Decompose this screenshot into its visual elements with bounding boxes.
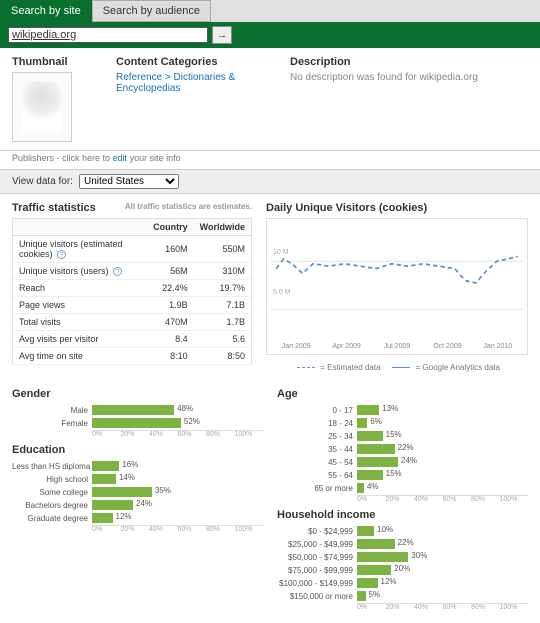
- bar-row: $100,000 - $149,99912%: [277, 577, 528, 589]
- chart-legend: = Estimated data = Google Analytics data: [266, 361, 528, 374]
- traffic-stats-table: Country Worldwide Unique visitors (estim…: [12, 218, 252, 365]
- daily-visitors-chart: 10 M 5.0 M Jan 2009Apr 2009Jul 2009Oct 2…: [266, 218, 528, 355]
- education-title: Education: [12, 444, 263, 456]
- education-chart: Less than HS diploma16%High school14%Som…: [12, 460, 263, 533]
- bar-row: $0 - $24,99910%: [277, 525, 528, 537]
- bar-row: Bachelors degree24%: [12, 499, 263, 511]
- bar-row: 25 - 3415%: [277, 430, 528, 442]
- table-row: Unique visitors (estimated cookies) ?160…: [13, 236, 252, 263]
- thumbnail-image: [12, 72, 72, 142]
- help-icon[interactable]: ?: [113, 267, 122, 276]
- traffic-stats-title: Traffic statistics All traffic statistic…: [12, 202, 252, 214]
- table-row: Avg visits per visitor 8.45.6: [13, 331, 252, 348]
- search-bar: →: [0, 22, 540, 48]
- bar-row: 65 or more4%: [277, 482, 528, 494]
- income-title: Household income: [277, 509, 528, 521]
- table-row: Reach 22.4%19.7%: [13, 280, 252, 297]
- view-data-bar: View data for: United States: [0, 169, 540, 194]
- description-heading: Description: [290, 56, 528, 68]
- daily-visitors-title: Daily Unique Visitors (cookies): [266, 202, 528, 214]
- income-chart: $0 - $24,99910%$25,000 - $49,99922%$50,0…: [277, 525, 528, 611]
- gender-title: Gender: [12, 388, 263, 400]
- bar-row: 45 - 5424%: [277, 456, 528, 468]
- bar-row: $150,000 or more5%: [277, 590, 528, 602]
- tab-search-site[interactable]: Search by site: [0, 0, 92, 22]
- table-row: Unique visitors (users) ?56M310M: [13, 263, 252, 280]
- bar-row: Some college35%: [12, 486, 263, 498]
- search-go-button[interactable]: →: [212, 26, 232, 44]
- tab-bar: Search by site Search by audience: [0, 0, 540, 22]
- bar-row: 35 - 4422%: [277, 443, 528, 455]
- bar-row: $50,000 - $74,99930%: [277, 551, 528, 563]
- y-label-10m: 10 M: [273, 249, 289, 256]
- table-row: Page views 1.9B7.1B: [13, 297, 252, 314]
- bar-row: Male48%: [12, 404, 263, 416]
- bar-row: High school14%: [12, 473, 263, 485]
- age-title: Age: [277, 388, 528, 400]
- tab-search-audience[interactable]: Search by audience: [92, 0, 211, 22]
- bar-row: $75,000 - $99,99920%: [277, 564, 528, 576]
- bar-row: Less than HS diploma16%: [12, 460, 263, 472]
- description-text: No description was found for wikipedia.o…: [290, 72, 528, 83]
- col-worldwide: Worldwide: [194, 219, 252, 236]
- gender-chart: Male48%Female52%0%20%40%60%80%100%: [12, 404, 263, 438]
- search-input[interactable]: [8, 27, 208, 43]
- categories-heading: Content Categories: [116, 56, 276, 68]
- publisher-note: Publishers - click here to edit your sit…: [0, 151, 540, 169]
- bar-row: 18 - 246%: [277, 417, 528, 429]
- bar-row: Female52%: [12, 417, 263, 429]
- age-chart: 0 - 1713%18 - 246%25 - 3415%35 - 4422%45…: [277, 404, 528, 503]
- y-label-5m: 5.0 M: [273, 289, 291, 296]
- view-data-label: View data for:: [12, 176, 73, 187]
- edit-link[interactable]: edit: [113, 153, 128, 163]
- category-breadcrumb[interactable]: Reference > Dictionaries & Encyclopedias: [116, 72, 276, 94]
- col-country: Country: [147, 219, 194, 236]
- bar-row: 55 - 6415%: [277, 469, 528, 481]
- table-row: Avg time on site 8:108:50: [13, 348, 252, 365]
- table-row: Total visits 470M1.7B: [13, 314, 252, 331]
- bar-row: $25,000 - $49,99922%: [277, 538, 528, 550]
- help-icon[interactable]: ?: [57, 250, 66, 259]
- country-select[interactable]: United States: [79, 174, 179, 189]
- estimate-note: All traffic statistics are estimates.: [125, 202, 252, 211]
- meta-row: Thumbnail Content Categories Reference >…: [0, 48, 540, 151]
- thumbnail-heading: Thumbnail: [12, 56, 102, 68]
- bar-row: 0 - 1713%: [277, 404, 528, 416]
- bar-row: Graduate degree12%: [12, 512, 263, 524]
